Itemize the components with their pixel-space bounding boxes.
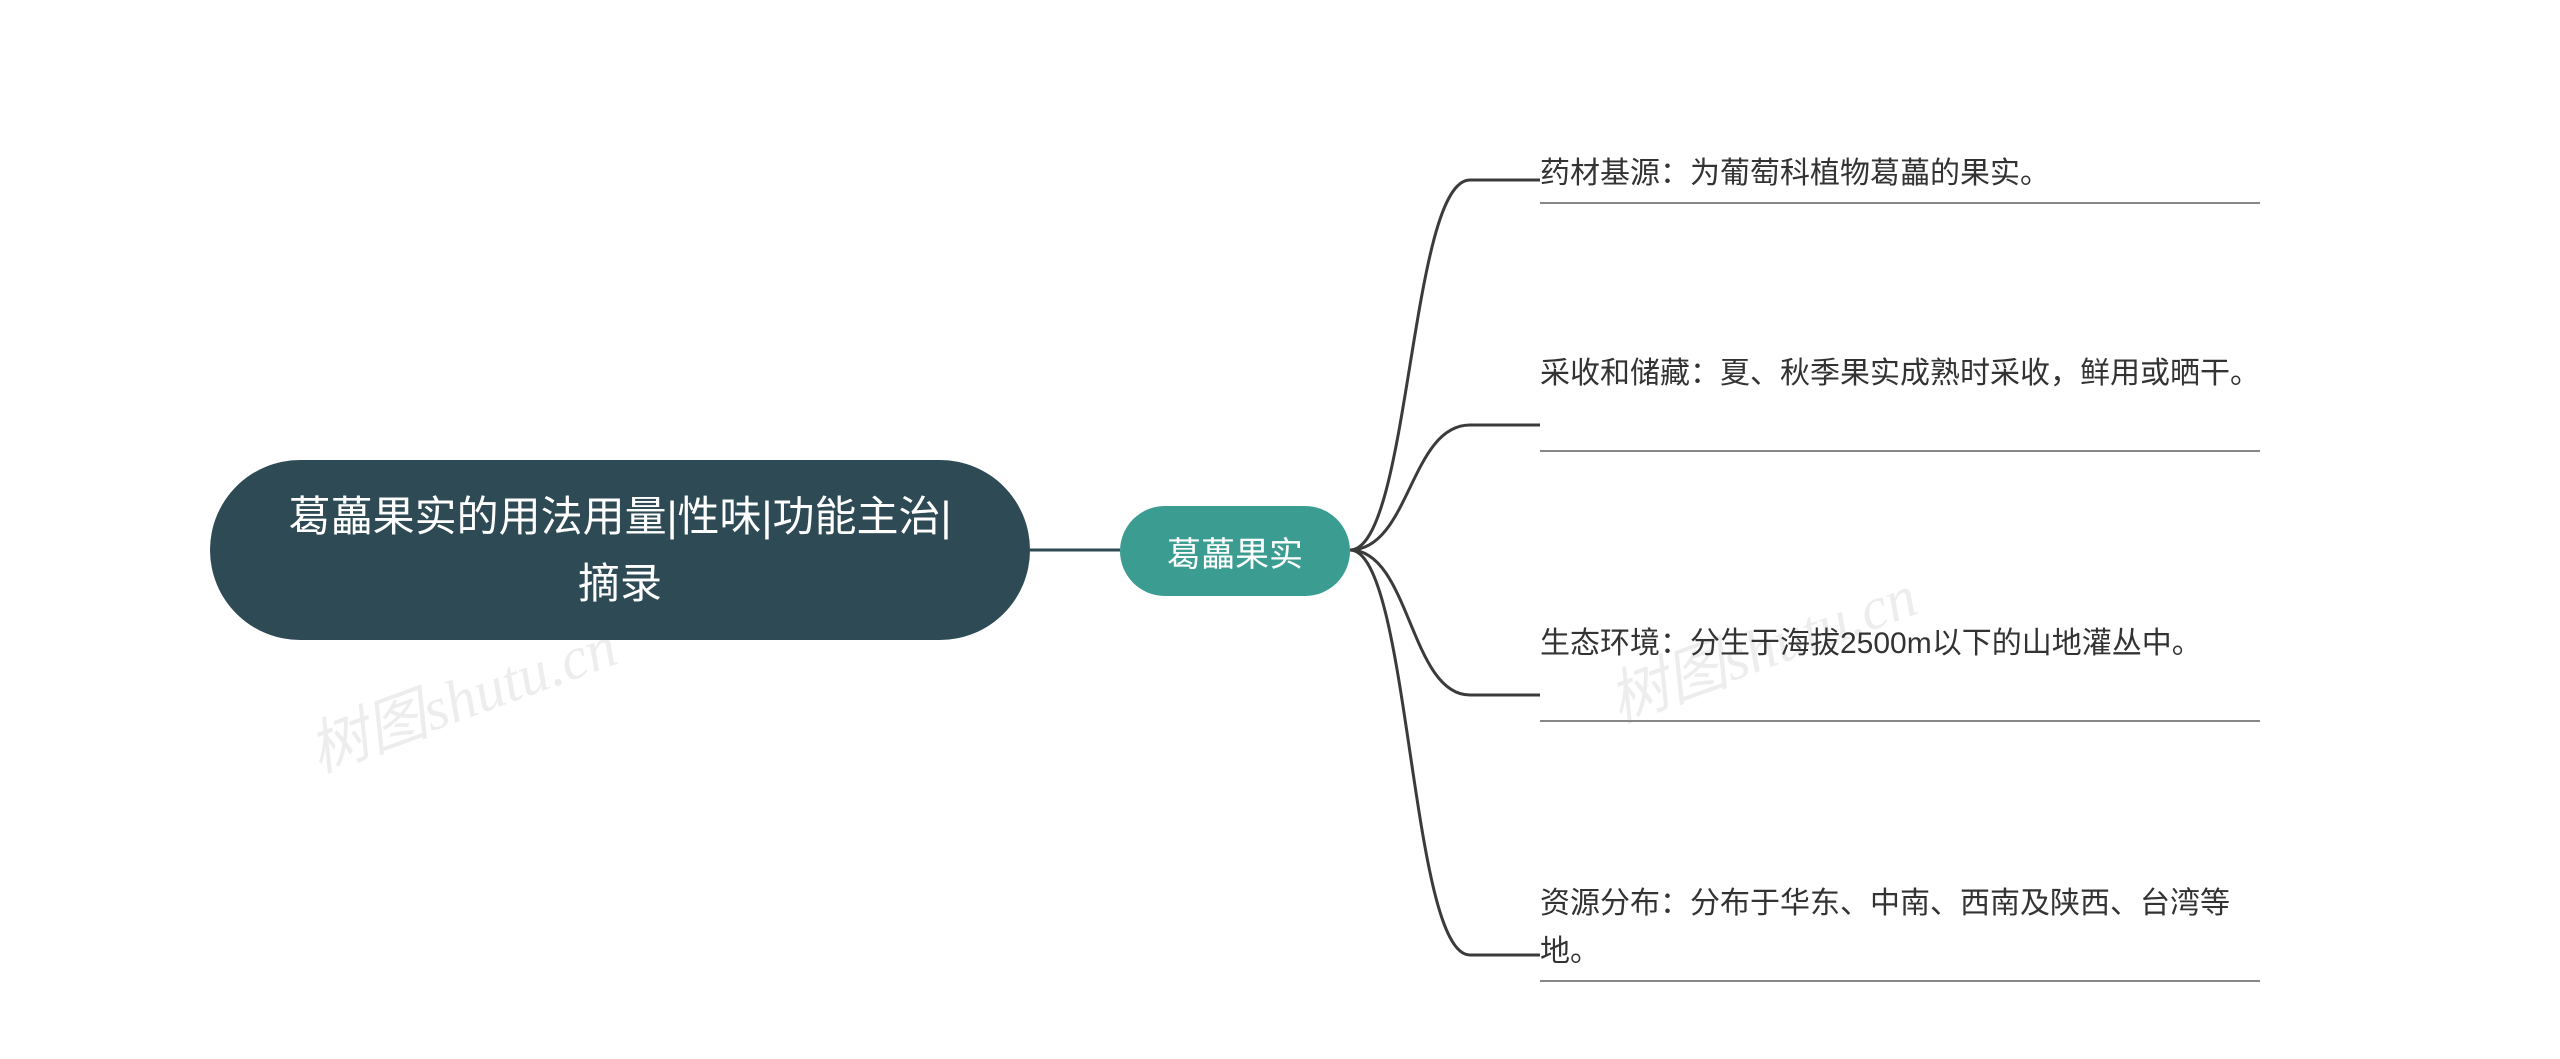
leaf-node: 资源分布：分布于华东、中南、西南及陕西、台湾等地。 [1540,880,2260,976]
leaf-node: 生态环境：分生于海拔2500m以下的山地灌丛中。 [1540,620,2260,668]
leaf-underline [1540,450,2260,452]
branch-node: 葛藟果实 [1120,506,1350,596]
leaf-text: 资源分布：分布于华东、中南、西南及陕西、台湾等地。 [1540,887,2230,968]
leaf-underline [1540,202,2260,204]
leaf-text: 采收和储藏：夏、秋季果实成熟时采收，鲜用或晒干。 [1540,357,2260,390]
root-branch-connector [1030,540,1130,560]
mindmap-container: 树图shutu.cn 树图shutu.cn 葛藟果实的用法用量|性味|功能主治|… [0,0,2560,1059]
leaf-text: 生态环境：分生于海拔2500m以下的山地灌丛中。 [1540,627,2202,660]
leaf-underline [1540,980,2260,982]
leaf-node: 药材基源：为葡萄科植物葛藟的果实。 [1540,150,2260,198]
root-node-text: 葛藟果实的用法用量|性味|功能主治|摘录 [270,483,970,617]
leaf-text: 药材基源：为葡萄科植物葛藟的果实。 [1540,157,2050,190]
leaf-underline [1540,720,2260,722]
branch-node-text: 葛藟果实 [1167,527,1303,576]
branch-leaves-connector [1350,140,1550,1000]
leaf-node: 采收和储藏：夏、秋季果实成熟时采收，鲜用或晒干。 [1540,350,2260,398]
root-node: 葛藟果实的用法用量|性味|功能主治|摘录 [210,460,1030,640]
